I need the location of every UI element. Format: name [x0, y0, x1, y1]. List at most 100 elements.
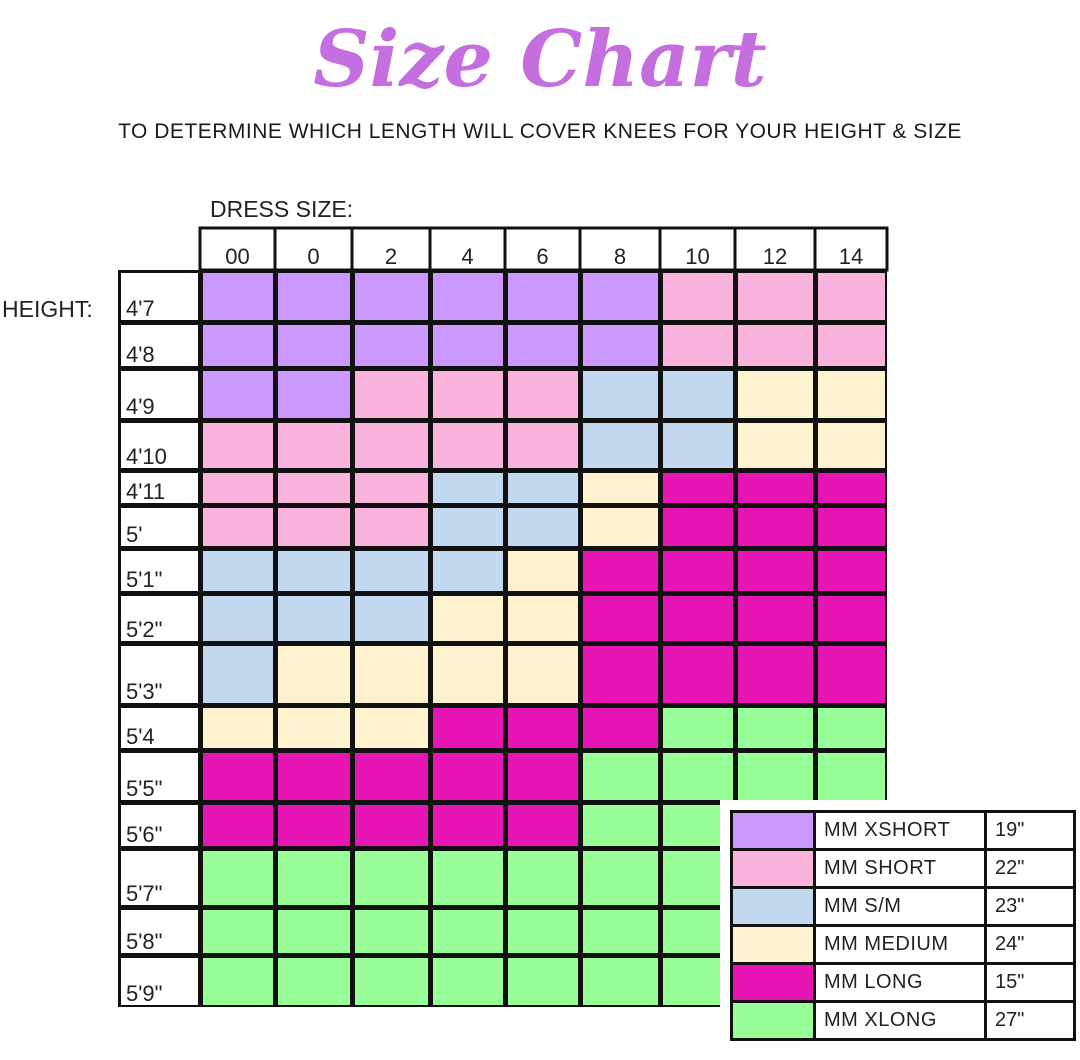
size-cell-xshort	[355, 325, 428, 366]
size-cell-xlong	[663, 708, 733, 748]
size-cell-medium	[583, 508, 658, 546]
size-cell-xlong	[508, 958, 578, 1005]
height-tick: 4'8	[126, 342, 155, 367]
size-cell-sm	[508, 508, 578, 546]
size-cell-xlong	[738, 708, 813, 748]
size-cell-long	[818, 596, 885, 641]
size-cell-long	[508, 753, 578, 800]
legend-row: MM XLONG 27"	[730, 1000, 1076, 1041]
legend-length: 24"	[984, 924, 1076, 965]
size-cell-short	[818, 325, 885, 366]
size-cell-xlong	[355, 958, 428, 1005]
size-cell-medium	[355, 646, 428, 703]
height-cell	[121, 646, 198, 703]
size-cell-xlong	[508, 851, 578, 905]
size-cell-sm	[508, 473, 578, 503]
size-cell-xshort	[278, 371, 350, 418]
size-cell-long	[355, 753, 428, 800]
size-cell-long	[663, 473, 733, 503]
height-tick: 5'5"	[126, 776, 162, 801]
size-cell-xlong	[738, 753, 813, 800]
size-cell-xlong	[278, 910, 350, 953]
dress-size-tick: 4	[461, 244, 473, 269]
dress-size-tick: 2	[385, 244, 397, 269]
size-cell-short	[508, 371, 578, 418]
dress-size-tick: 10	[685, 244, 709, 269]
dress-size-tick: 00	[225, 244, 249, 269]
size-cell-long	[818, 508, 885, 546]
header-frame	[198, 226, 889, 272]
height-cell	[121, 551, 198, 591]
size-cell-long	[738, 551, 813, 591]
height-tick: 5'8"	[126, 929, 162, 954]
size-cell-long	[203, 753, 273, 800]
size-cell-short	[433, 371, 503, 418]
height-tick: 4'11	[126, 479, 165, 504]
chart-subtitle: TO DETERMINE WHICH LENGTH WILL COVER KNE…	[118, 120, 962, 143]
size-cell-long	[583, 596, 658, 641]
size-cell-long	[663, 596, 733, 641]
size-cell-sm	[433, 551, 503, 591]
size-cell-short	[738, 273, 813, 320]
size-cell-sm	[433, 473, 503, 503]
legend-name: MM XSHORT	[813, 810, 987, 851]
dress-size-tick: 14	[839, 244, 863, 269]
size-cell-sm	[355, 596, 428, 641]
size-cell-xshort	[278, 325, 350, 366]
size-cell-long	[508, 708, 578, 748]
size-cell-sm	[203, 646, 273, 703]
size-cell-xlong	[355, 910, 428, 953]
size-cell-short	[663, 325, 733, 366]
size-cell-long	[278, 805, 350, 846]
size-cell-long	[583, 551, 658, 591]
legend-swatch	[730, 848, 816, 889]
size-cell-sm	[583, 423, 658, 468]
dress-size-tick: 6	[536, 244, 548, 269]
dress-size-label: DRESS SIZE:	[210, 196, 354, 222]
size-cell-xshort	[433, 273, 503, 320]
legend-name: MM MEDIUM	[813, 924, 987, 965]
legend-row: MM LONG 15"	[730, 962, 1076, 1003]
size-cell-long	[818, 473, 885, 503]
size-cell-medium	[738, 423, 813, 468]
size-cell-long	[433, 708, 503, 748]
height-cell	[121, 273, 198, 320]
size-cell-xlong	[433, 910, 503, 953]
legend-length: 23"	[984, 886, 1076, 927]
height-tick: 5'2"	[126, 617, 162, 642]
size-cell-xlong	[583, 958, 658, 1005]
size-cell-sm	[203, 551, 273, 591]
size-cell-long	[663, 508, 733, 546]
size-cell-xshort	[583, 273, 658, 320]
legend-swatch	[730, 810, 816, 851]
size-cell-medium	[583, 473, 658, 503]
legend-swatch	[730, 962, 816, 1003]
dress-size-tick: 0	[307, 244, 319, 269]
legend-length: 15"	[984, 962, 1076, 1003]
legend-name: MM LONG	[813, 962, 987, 1003]
size-cell-sm	[203, 596, 273, 641]
size-cell-xlong	[433, 851, 503, 905]
size-cell-xshort	[278, 273, 350, 320]
legend-name: MM SHORT	[813, 848, 987, 889]
size-cell-xlong	[203, 851, 273, 905]
legend-table: MM XSHORT 19" MM SHORT 22" MM S/M 23" MM MEDIU…	[730, 810, 1076, 1041]
chart-title: Size Chart	[313, 14, 767, 105]
size-cell-medium	[203, 708, 273, 748]
size-cell-xlong	[583, 753, 658, 800]
size-cell-medium	[278, 708, 350, 748]
size-cell-short	[203, 473, 273, 503]
legend-length: 22"	[984, 848, 1076, 889]
size-cell-xlong	[508, 910, 578, 953]
size-cell-short	[355, 473, 428, 503]
height-cell	[121, 423, 198, 468]
size-cell-long	[738, 596, 813, 641]
height-cell	[121, 596, 198, 641]
height-tick: 5'4	[126, 724, 155, 749]
height-cell	[121, 708, 198, 748]
size-cell-xlong	[663, 753, 733, 800]
size-cell-short	[738, 325, 813, 366]
size-cell-medium	[433, 646, 503, 703]
size-cell-short	[355, 423, 428, 468]
size-cell-sm	[278, 551, 350, 591]
